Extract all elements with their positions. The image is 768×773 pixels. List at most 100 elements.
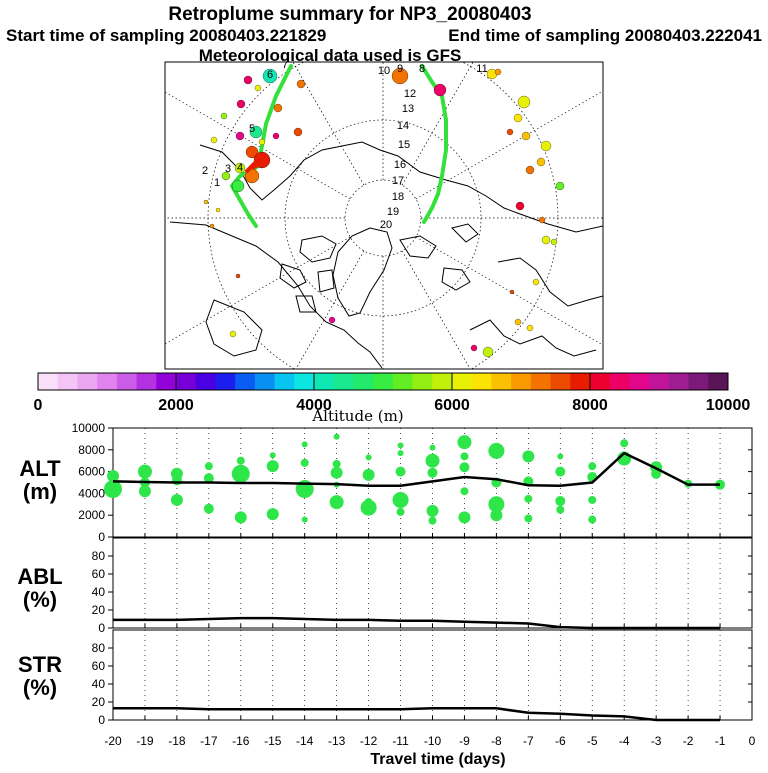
altitude-cluster-dot bbox=[506, 128, 514, 136]
altitude-cluster-dot bbox=[203, 199, 209, 205]
altitude-cluster-point bbox=[556, 505, 565, 514]
x-tick-label: -16 bbox=[232, 734, 250, 748]
panel-label-str: STR bbox=[18, 652, 62, 677]
x-tick-label: -15 bbox=[264, 734, 282, 748]
altitude-cluster-dot bbox=[532, 278, 540, 286]
colorbar-cell bbox=[688, 373, 709, 390]
x-tick-label: -1 bbox=[715, 734, 726, 748]
y-tick-label: 60 bbox=[92, 567, 106, 581]
colorbar-cell bbox=[412, 373, 433, 390]
time-label-3: 3 bbox=[225, 163, 231, 175]
altitude-cluster-point bbox=[488, 442, 505, 459]
altitude-cluster-dot bbox=[245, 145, 259, 159]
altitude-cluster-dot bbox=[293, 127, 303, 137]
altitude-cluster-point bbox=[425, 453, 440, 468]
panel-unit-str: (%) bbox=[23, 675, 57, 700]
met-data-label: Meteorological data used is GFS bbox=[199, 46, 462, 65]
x-tick-label: -19 bbox=[136, 734, 154, 748]
altitude-cluster-point bbox=[490, 509, 503, 522]
altitude-cluster-point bbox=[301, 441, 308, 448]
colorbar-cell bbox=[274, 373, 295, 390]
altitude-cluster-point bbox=[429, 444, 436, 451]
colorbar-cell bbox=[570, 373, 591, 390]
colorbar-cell bbox=[511, 373, 532, 390]
altitude-cluster-point bbox=[362, 468, 375, 481]
altitude-cluster-dot bbox=[244, 168, 260, 184]
colorbar: 0 2000 4000 6000 8000 10000 Altitude (m) bbox=[34, 372, 751, 425]
altitude-cluster-dot bbox=[272, 132, 280, 140]
altitude-cluster-dot bbox=[234, 162, 246, 174]
colorbar-cell bbox=[333, 373, 354, 390]
x-tick-label: -7 bbox=[523, 734, 534, 748]
altitude-cluster-point bbox=[396, 507, 405, 516]
y-tick-label: 10000 bbox=[72, 421, 106, 435]
altitude-cluster-dot bbox=[249, 125, 263, 139]
colorbar-tick-label: 6000 bbox=[434, 397, 470, 414]
x-tick-label: -20 bbox=[104, 734, 122, 748]
altitude-cluster-point bbox=[426, 504, 439, 517]
altitude-cluster-dot bbox=[235, 273, 241, 279]
time-label-17: 17 bbox=[392, 175, 404, 187]
map-frame bbox=[164, 61, 604, 370]
coast-greenland bbox=[332, 227, 393, 317]
colorbar-cell bbox=[235, 373, 256, 390]
coastlines bbox=[169, 141, 603, 369]
colorbar-cell bbox=[254, 373, 276, 390]
altitude-cluster-dot bbox=[215, 207, 221, 213]
altitude-cluster-dot bbox=[243, 75, 253, 85]
y-tick-label: 60 bbox=[92, 659, 106, 673]
colorbar-cell bbox=[176, 373, 197, 390]
colorbar-frame bbox=[37, 372, 729, 391]
altitude-cluster-point bbox=[620, 439, 629, 448]
time-label-14: 14 bbox=[397, 120, 409, 132]
colorbar-cell bbox=[629, 373, 650, 390]
altitude-cluster-point bbox=[427, 467, 438, 478]
time-label-2: 2 bbox=[202, 165, 208, 177]
altitude-cluster-dot bbox=[254, 84, 262, 92]
time-label-11: 11 bbox=[476, 63, 487, 75]
colorbar-title: Altitude (m) bbox=[311, 407, 403, 425]
panel-label-alt: ALT bbox=[19, 456, 61, 481]
colorbar-ticks: 0 2000 4000 6000 8000 10000 bbox=[34, 397, 751, 414]
x-tick-label: -17 bbox=[200, 734, 218, 748]
altitude-cluster-dot bbox=[235, 131, 245, 141]
series-line-abl bbox=[113, 616, 721, 630]
colorbar-tick-label: 8000 bbox=[572, 397, 608, 414]
altitude-cluster-point bbox=[301, 516, 308, 523]
altitude-cluster-point bbox=[397, 442, 404, 449]
altitude-cluster-dot bbox=[391, 67, 409, 85]
altitude-cluster-dot bbox=[521, 131, 531, 141]
time-label-6: 6 bbox=[267, 69, 273, 81]
time-label-7: 7 bbox=[282, 59, 288, 71]
colorbar-cell bbox=[452, 373, 473, 390]
x-tick-label: -11 bbox=[392, 734, 409, 748]
altitude-cluster-point bbox=[460, 452, 469, 461]
altitude-cluster-dot bbox=[513, 113, 523, 123]
altitude-cluster-dot bbox=[541, 235, 551, 245]
x-tick-label: -12 bbox=[360, 734, 378, 748]
altitude-cluster-point bbox=[588, 515, 597, 524]
altitude-cluster-point bbox=[333, 433, 340, 440]
altitude-cluster-point bbox=[392, 491, 409, 508]
altitude-cluster-dot bbox=[550, 238, 558, 246]
coast-hudson-bay bbox=[205, 299, 263, 357]
altitude-cluster-dot bbox=[536, 157, 546, 167]
altitude-cluster-dot bbox=[509, 289, 515, 295]
colorbar-cell bbox=[57, 373, 78, 390]
colorbar-cell bbox=[353, 373, 374, 390]
altitude-cluster-dot bbox=[296, 79, 306, 89]
altitude-cluster-dot bbox=[517, 95, 531, 109]
altitude-cluster-dot bbox=[236, 99, 246, 109]
altitude-cluster-dot bbox=[258, 138, 266, 146]
altitude-cluster-point bbox=[203, 473, 214, 484]
start-time-label: Start time of sampling 20080403.221829 bbox=[6, 26, 326, 45]
altitude-cluster-point bbox=[137, 464, 152, 479]
coast-scandinavia bbox=[497, 257, 603, 307]
x-axis-label: Travel time (days) bbox=[370, 751, 505, 768]
altitude-cluster-point bbox=[204, 462, 213, 471]
altitude-cluster-point bbox=[522, 450, 535, 463]
x-tick-label: -13 bbox=[328, 734, 346, 748]
